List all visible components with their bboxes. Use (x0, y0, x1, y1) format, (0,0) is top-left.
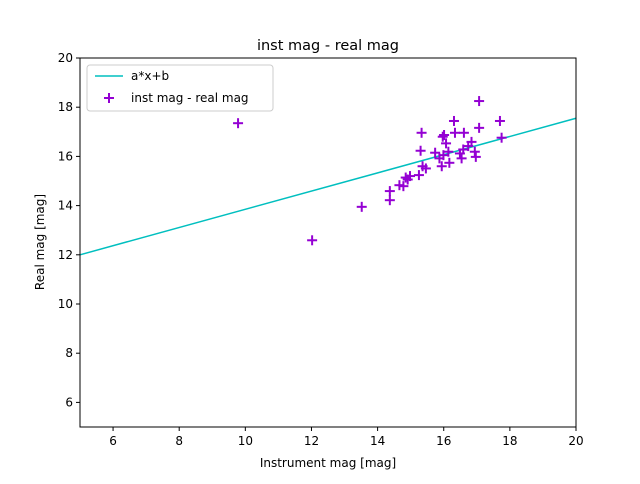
data-point (384, 195, 395, 206)
chart-title: inst mag - real mag (257, 38, 399, 54)
data-point (398, 181, 409, 192)
data-point (384, 186, 395, 197)
x-tick-label: 10 (238, 434, 253, 448)
data-point (494, 115, 505, 126)
data-point (441, 138, 452, 149)
data-point (307, 235, 318, 246)
legend-box (86, 64, 274, 112)
y-tick-label: 18 (58, 100, 73, 114)
data-point (356, 201, 367, 212)
x-tick-label: 18 (502, 434, 517, 448)
y-tick-label: 20 (58, 51, 73, 65)
x-tick-label: 8 (175, 434, 183, 448)
y-tick-label: 6 (65, 395, 73, 409)
data-point (430, 147, 441, 158)
data-point (474, 122, 485, 133)
legend: a*x+b inst mag - real mag (86, 64, 274, 112)
x-axis: 6 8 10 12 14 16 18 20 (109, 427, 584, 448)
legend-marker-swatch (104, 93, 114, 103)
y-tick-label: 16 (58, 149, 73, 163)
data-point (420, 163, 431, 174)
y-tick-label: 8 (65, 346, 73, 360)
data-point (436, 161, 447, 172)
x-tick-label: 12 (304, 434, 319, 448)
legend-label-fit: a*x+b (131, 69, 169, 83)
data-point (437, 131, 448, 142)
x-tick-label: 14 (370, 434, 385, 448)
x-tick-label: 6 (109, 434, 117, 448)
data-point (474, 96, 485, 107)
data-point (456, 153, 467, 164)
data-point (443, 146, 454, 157)
fit-line (79, 117, 577, 256)
y-tick-label: 10 (58, 297, 73, 311)
data-point (413, 170, 424, 181)
data-point (496, 132, 507, 143)
x-tick-label: 20 (568, 434, 583, 448)
data-point (444, 157, 455, 168)
data-point (448, 115, 459, 126)
y-tick-label: 12 (58, 248, 73, 262)
data-point (416, 127, 427, 138)
x-axis-label: Instrument mag [mag] (260, 456, 396, 470)
x-tick-label: 16 (436, 434, 451, 448)
y-axis-label: Real mag [mag] (33, 194, 47, 290)
data-point (466, 136, 477, 147)
data-point (458, 127, 469, 138)
axes-frame (79, 57, 577, 428)
y-tick-label: 14 (58, 199, 73, 213)
data-point (405, 171, 416, 182)
legend-label-points: inst mag - real mag (131, 91, 249, 105)
data-point (449, 127, 460, 138)
data-point (415, 145, 426, 156)
data-point (470, 151, 481, 162)
data-point (439, 129, 450, 140)
y-axis: 6 8 10 12 14 16 18 20 (58, 51, 80, 409)
plot-area (79, 96, 577, 256)
data-point (233, 118, 244, 129)
